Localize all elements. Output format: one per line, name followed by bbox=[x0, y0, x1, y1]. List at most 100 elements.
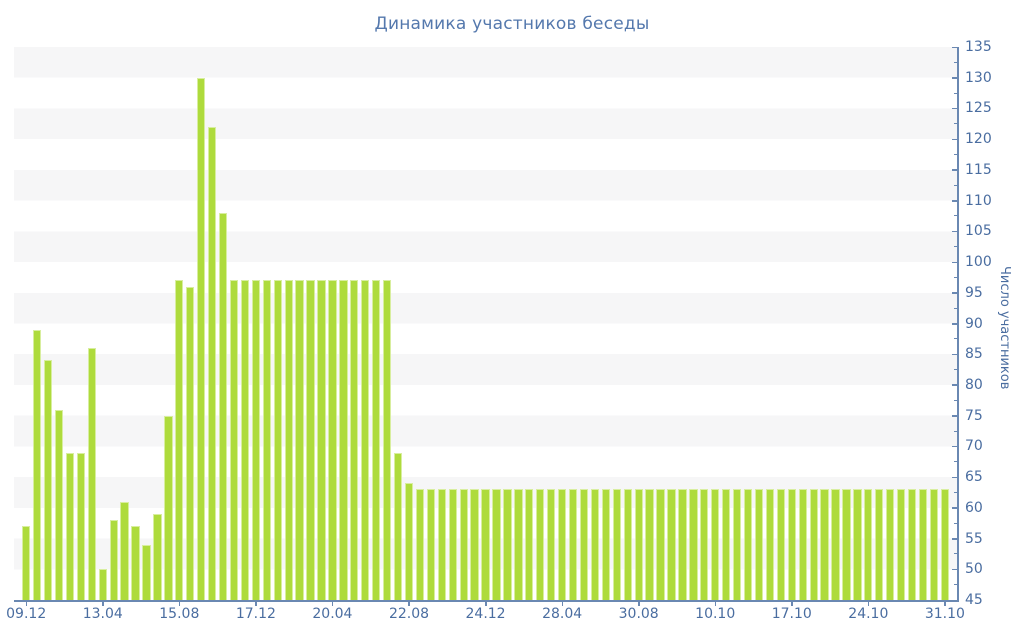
bar[interactable] bbox=[153, 513, 162, 600]
bar[interactable] bbox=[426, 489, 436, 600]
bar[interactable] bbox=[842, 489, 851, 600]
bar[interactable] bbox=[32, 329, 42, 600]
bar[interactable] bbox=[372, 280, 381, 600]
bar[interactable] bbox=[547, 489, 556, 600]
bar[interactable] bbox=[601, 489, 610, 600]
bar[interactable] bbox=[284, 280, 293, 600]
y-minor-tick bbox=[954, 184, 957, 186]
bar[interactable] bbox=[798, 489, 807, 600]
bar[interactable] bbox=[743, 489, 753, 600]
y-tick-label: 100 bbox=[965, 254, 992, 271]
bar[interactable] bbox=[448, 489, 457, 600]
bar[interactable] bbox=[142, 544, 151, 600]
bar[interactable] bbox=[700, 489, 709, 600]
bar[interactable] bbox=[109, 520, 118, 600]
bar[interactable] bbox=[306, 280, 315, 600]
y-tick-label: 60 bbox=[965, 499, 983, 516]
bar[interactable] bbox=[579, 489, 589, 600]
bar[interactable] bbox=[317, 280, 326, 600]
bar[interactable] bbox=[732, 489, 742, 600]
bar[interactable] bbox=[404, 483, 414, 600]
bar[interactable] bbox=[437, 489, 446, 600]
bar[interactable] bbox=[929, 489, 939, 600]
bar[interactable] bbox=[98, 569, 107, 600]
y-major-tick bbox=[952, 476, 957, 479]
y-tick-label: 120 bbox=[965, 131, 992, 148]
bar[interactable] bbox=[536, 489, 545, 600]
y-tick-label: 65 bbox=[965, 469, 983, 486]
x-tick-label: 24.10 bbox=[848, 606, 889, 622]
bar[interactable] bbox=[820, 489, 829, 600]
bar[interactable] bbox=[350, 280, 359, 600]
bar[interactable] bbox=[754, 489, 764, 600]
bar[interactable] bbox=[722, 489, 731, 600]
bar[interactable] bbox=[656, 489, 665, 600]
x-tick bbox=[25, 601, 28, 606]
bar[interactable] bbox=[776, 489, 785, 600]
bar[interactable] bbox=[568, 489, 578, 600]
bar[interactable] bbox=[940, 489, 950, 600]
bar[interactable] bbox=[459, 489, 468, 600]
y-tick-label: 70 bbox=[965, 438, 983, 455]
bar[interactable] bbox=[514, 489, 523, 600]
bar[interactable] bbox=[251, 280, 261, 600]
bar[interactable] bbox=[43, 360, 53, 600]
bar[interactable] bbox=[22, 526, 31, 600]
bar[interactable] bbox=[503, 489, 512, 600]
y-major-tick bbox=[952, 568, 957, 571]
y-minor-tick bbox=[954, 215, 957, 217]
bar[interactable] bbox=[240, 280, 250, 600]
bar[interactable] bbox=[667, 489, 676, 600]
bar[interactable] bbox=[886, 489, 895, 600]
x-tick-label: 20.04 bbox=[312, 606, 353, 622]
bar[interactable] bbox=[229, 280, 239, 600]
bar[interactable] bbox=[711, 489, 720, 600]
bar[interactable] bbox=[120, 501, 129, 600]
bar[interactable] bbox=[197, 77, 206, 600]
bar[interactable] bbox=[525, 489, 534, 600]
bar[interactable] bbox=[897, 489, 906, 600]
bar[interactable] bbox=[918, 489, 928, 600]
bar[interactable] bbox=[875, 489, 884, 600]
bar[interactable] bbox=[623, 489, 632, 600]
bar[interactable] bbox=[787, 489, 796, 600]
bar[interactable] bbox=[76, 452, 86, 600]
bar[interactable] bbox=[164, 415, 173, 600]
bar[interactable] bbox=[645, 489, 654, 600]
bar[interactable] bbox=[339, 280, 348, 600]
bar[interactable] bbox=[557, 489, 567, 600]
bar[interactable] bbox=[54, 409, 64, 600]
bar[interactable] bbox=[361, 280, 370, 600]
bar[interactable] bbox=[295, 280, 304, 600]
bar[interactable] bbox=[87, 348, 96, 600]
bar[interactable] bbox=[207, 126, 217, 600]
bar[interactable] bbox=[492, 489, 501, 600]
bar[interactable] bbox=[186, 286, 195, 600]
bar[interactable] bbox=[218, 212, 228, 600]
bar[interactable] bbox=[678, 489, 687, 600]
bar[interactable] bbox=[481, 489, 490, 600]
x-tick bbox=[485, 601, 487, 606]
y-minor-tick bbox=[954, 61, 957, 63]
bar[interactable] bbox=[612, 489, 621, 600]
bar[interactable] bbox=[175, 280, 184, 600]
bar[interactable] bbox=[809, 489, 818, 600]
bar[interactable] bbox=[328, 280, 337, 600]
y-minor-tick bbox=[954, 369, 957, 371]
bar[interactable] bbox=[382, 280, 392, 600]
bar[interactable] bbox=[273, 280, 282, 600]
bar[interactable] bbox=[907, 489, 917, 600]
bar[interactable] bbox=[415, 489, 425, 600]
bar[interactable] bbox=[864, 489, 873, 600]
bar[interactable] bbox=[590, 489, 600, 600]
bar[interactable] bbox=[470, 489, 479, 600]
bar[interactable] bbox=[831, 489, 840, 600]
bar[interactable] bbox=[689, 489, 698, 600]
bar[interactable] bbox=[634, 489, 643, 600]
bar[interactable] bbox=[131, 526, 140, 600]
bar[interactable] bbox=[853, 489, 862, 600]
bar[interactable] bbox=[765, 489, 775, 600]
bar[interactable] bbox=[65, 452, 75, 600]
bar[interactable] bbox=[262, 280, 271, 600]
bar[interactable] bbox=[393, 452, 403, 600]
